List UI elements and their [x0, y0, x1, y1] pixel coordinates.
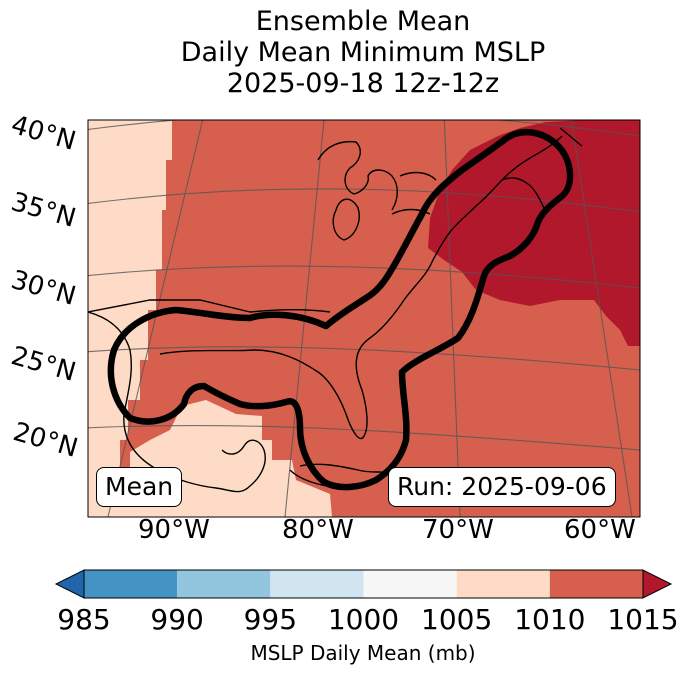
colorbar-frame [83, 569, 644, 599]
colorbar-segment [84, 570, 178, 598]
lon-label-80w: 80°W [282, 515, 354, 545]
colorbar-extend-high [642, 569, 673, 599]
title-line-1: Ensemble Mean [255, 6, 471, 37]
colorbar-segment [177, 570, 271, 598]
title-line-3: 2025-09-18 12z-12z [226, 68, 500, 99]
colorbar-segment [456, 570, 550, 598]
chart-title: Ensemble Mean Daily Mean Minimum MSLP 20… [0, 6, 688, 99]
colorbar-tick-label: 1005 [421, 603, 493, 636]
mean-label-box: Mean [96, 467, 183, 507]
colorbar-label: MSLP Daily Mean (mb) [250, 641, 476, 665]
colorbar [54, 569, 673, 599]
colorbar-tick-label: 995 [243, 603, 298, 636]
colorbar-extend-low [54, 569, 85, 599]
mslp-contour [107, 129, 574, 491]
colorbar-segment [270, 570, 364, 598]
colorbar-tick-label: 1010 [514, 603, 586, 636]
colorbar-tick-label: 985 [57, 603, 111, 636]
colorbar-tick-label: 990 [150, 603, 204, 636]
field-1005-1010-west [88, 120, 172, 517]
colorbar-tick-label: 1015 [607, 603, 679, 636]
title-line-2: Daily Mean Minimum MSLP [180, 37, 546, 68]
run-date-box: Run: 2025-09-06 [388, 467, 616, 507]
map-frame [87, 119, 641, 518]
lon-label-70w: 70°W [422, 515, 494, 545]
lon-label-60w: 60°W [564, 515, 636, 545]
colorbar-segment [363, 570, 457, 598]
colorbar-segment [549, 570, 643, 598]
map-panel [87, 119, 641, 518]
colorbar-tick-label: 1000 [327, 603, 400, 636]
lon-label-90w: 90°W [138, 515, 210, 545]
